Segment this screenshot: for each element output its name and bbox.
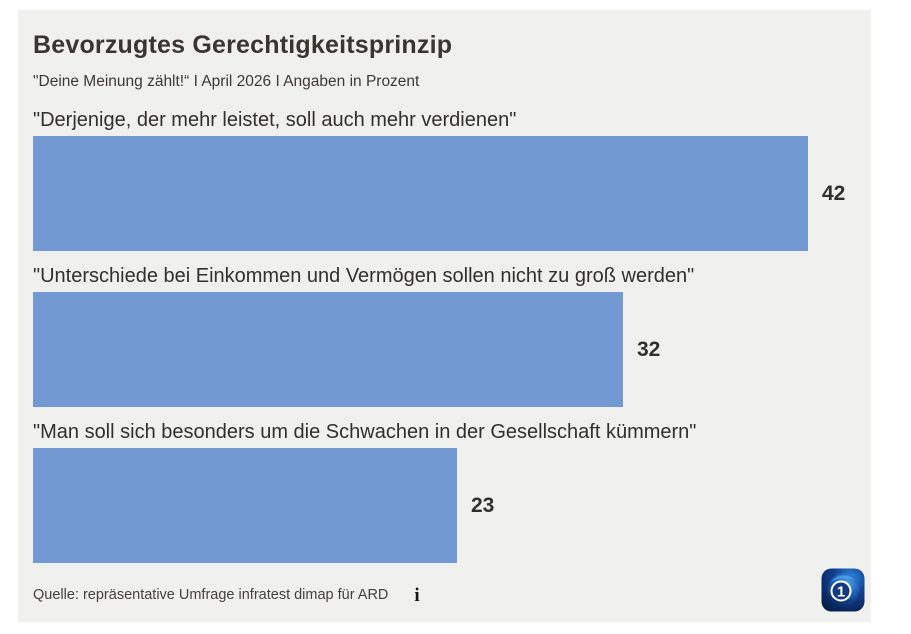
bar-row: "Derjenige, der mehr leistet, soll auch … (33, 108, 856, 251)
bar-chart: "Derjenige, der mehr leistet, soll auch … (33, 108, 856, 563)
bar-value-label: 42 (822, 181, 846, 205)
bar-row: "Man soll sich besonders um die Schwache… (33, 420, 856, 563)
chart-title: Bevorzugtes Gerechtigkeitsprinzip (33, 31, 453, 59)
chart-card: Bevorzugtes Gerechtigkeitsprinzip "Deine… (18, 10, 871, 622)
bar (33, 292, 623, 407)
chart-subtitle: "Deine Meinung zählt!“ I April 2026 I An… (33, 73, 420, 90)
bar-value-label: 32 (637, 337, 661, 361)
bar-category-label: "Man soll sich besonders um die Schwache… (33, 421, 697, 443)
bar-value-label: 23 (471, 493, 495, 517)
source-line: Quelle: repräsentative Umfrage infratest… (33, 585, 420, 607)
source-text: Quelle: repräsentative Umfrage infratest… (33, 587, 389, 603)
ard-logo-icon: 1 (821, 568, 865, 612)
bar-row: "Unterschiede bei Einkommen und Vermögen… (33, 264, 856, 407)
bar-category-label: "Unterschiede bei Einkommen und Vermögen… (33, 265, 695, 287)
logo-digit: 1 (837, 584, 845, 601)
bar (33, 136, 808, 251)
info-icon[interactable]: i (414, 585, 420, 606)
bar-category-label: "Derjenige, der mehr leistet, soll auch … (33, 109, 517, 131)
bar (33, 448, 457, 563)
chart-footer: Quelle: repräsentative Umfrage infratest… (33, 568, 865, 622)
